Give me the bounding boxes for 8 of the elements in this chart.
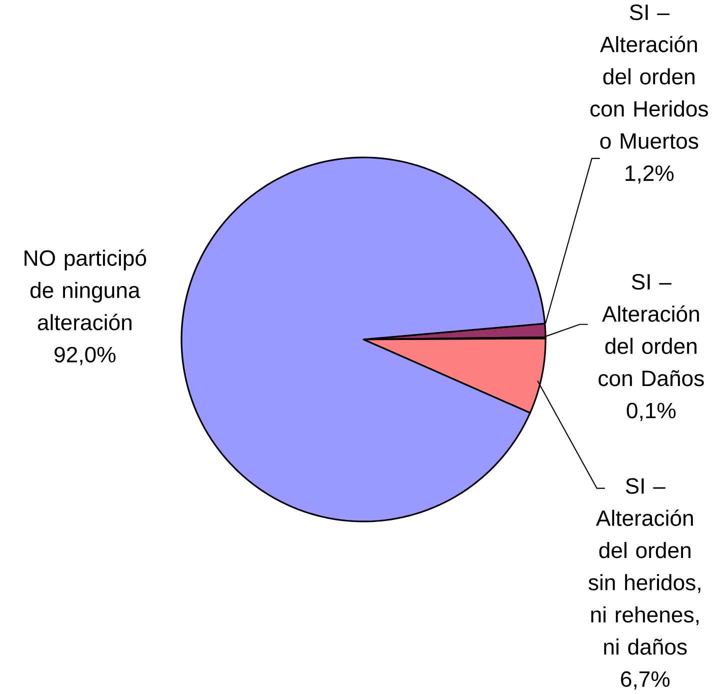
data-label: 92,0% bbox=[54, 346, 116, 366]
data-label: 0,1% bbox=[626, 402, 676, 422]
slice-label: NO participó de ninguna alteración bbox=[24, 249, 146, 330]
slice-label: SI – Alteración del orden con Heridos o Muertos bbox=[590, 4, 708, 149]
data-label: 1,2% bbox=[626, 165, 674, 184]
slice-label: SI – Alteración del orden con Daños bbox=[598, 274, 704, 386]
slice-label: SI – Alteración del orden sin heridos, ni rehenes, ni daños bbox=[588, 478, 700, 655]
data-label: 6,7% bbox=[621, 671, 670, 690]
